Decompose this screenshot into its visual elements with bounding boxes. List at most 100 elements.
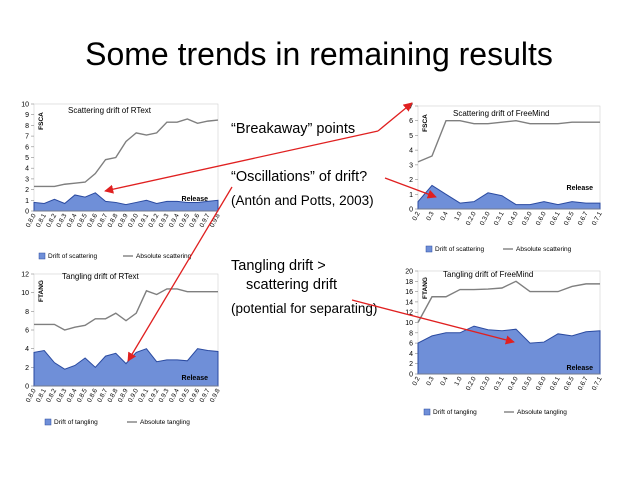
x-tick-label: 0.5.0 (521, 375, 534, 391)
release-annotation: Release (567, 185, 594, 192)
y-tick-label: 6 (409, 341, 413, 348)
y-tick-label: 4 (409, 351, 413, 358)
y-tick-label: 0 (409, 207, 413, 214)
legend-label-drift: Drift of tangling (54, 419, 98, 426)
y-tick-label: 4 (25, 166, 29, 173)
release-annotation: Release (182, 196, 209, 203)
y-axis-label: FTANG (422, 277, 429, 299)
y-tick-label: 5 (25, 155, 29, 162)
x-tick-label: 0.6.0 (535, 210, 548, 226)
note-tangling-line2: scattering drift (246, 277, 338, 293)
y-tick-label: 9 (25, 112, 29, 119)
y-tick-label: 10 (405, 320, 413, 327)
x-tick-label: 0.6.1 (549, 375, 562, 391)
y-tick-label: 2 (409, 177, 413, 184)
x-tick-label: 0.3.1 (493, 210, 506, 226)
x-tick-label: 0.4.0 (507, 375, 520, 391)
chart-title: Tangling drift of FreeMind (443, 270, 533, 279)
y-tick-label: 3 (25, 176, 29, 183)
y-tick-label: 4 (409, 148, 413, 155)
y-tick-label: 0 (25, 209, 29, 216)
y-tick-label: 8 (409, 330, 413, 337)
y-tick-label: 1 (25, 198, 29, 205)
note-citation: (Antón and Potts, 2003) (231, 193, 374, 208)
y-tick-label: 2 (25, 187, 29, 194)
x-tick-label: 0.6.5 (563, 375, 576, 391)
x-tick-label: 0.7.1 (591, 210, 604, 226)
x-tick-label: 0.2 (411, 210, 422, 222)
y-tick-label: 8 (25, 123, 29, 130)
y-tick-label: 6 (25, 328, 29, 335)
note-breakaway: “Breakaway” points (231, 121, 356, 137)
chart-title: Scattering drift of RText (68, 106, 152, 115)
y-tick-label: 0 (409, 372, 413, 379)
y-axis-label: FSCA (38, 112, 45, 130)
y-axis-label: FTANG (38, 280, 45, 302)
x-tick-label: 0.5.0 (521, 210, 534, 226)
y-tick-label: 16 (405, 289, 413, 296)
y-tick-label: 10 (21, 102, 29, 109)
y-tick-label: 20 (405, 269, 413, 276)
legend-label-absolute: Absolute tangling (140, 419, 190, 426)
y-tick-label: 4 (25, 346, 29, 353)
note-oscillations: “Oscillations” of drift? (231, 169, 368, 185)
legend-label-drift: Drift of tangling (433, 409, 477, 416)
y-tick-label: 2 (25, 365, 29, 372)
x-tick-label: 0.3 (425, 375, 436, 387)
x-tick-label: 0.3.0 (479, 210, 492, 226)
y-tick-label: 1 (409, 192, 413, 199)
chart-title: Scattering drift of FreeMind (453, 109, 549, 118)
x-tick-label: 0.9.8 (209, 387, 222, 403)
x-tick-label: 1.0 (453, 375, 464, 387)
y-tick-label: 7 (409, 104, 413, 111)
y-tick-label: 12 (21, 272, 29, 279)
chart-scattering-rtext: 012345678910FSCA0.8.00.8.10.8.20.8.30.8.… (21, 102, 222, 261)
plot-area (417, 105, 601, 210)
y-tick-label: 6 (409, 118, 413, 125)
x-tick-label: 0.3 (425, 210, 436, 222)
series-area-drift (417, 184, 601, 210)
x-tick-label: 0.2.0 (465, 375, 478, 391)
x-tick-label: 0.9.8 (209, 212, 222, 228)
series-line-absolute (417, 280, 600, 323)
y-tick-label: 14 (405, 299, 413, 306)
x-tick-label: 0.4.0 (507, 210, 520, 226)
series-line-absolute (417, 120, 600, 163)
x-tick-label: 0.2 (411, 375, 422, 387)
x-tick-label: 0.6.0 (535, 375, 548, 391)
release-annotation: Release (567, 365, 594, 372)
legend-swatch-drift (44, 418, 52, 426)
y-tick-label: 0 (25, 384, 29, 391)
y-tick-label: 2 (409, 361, 413, 368)
y-axis-label: FSCA (422, 114, 429, 132)
chart-tangling-rtext: 024681012FTANG0.8.00.8.10.8.20.8.30.8.40… (21, 272, 222, 427)
x-tick-label: 0.6.7 (577, 210, 590, 226)
legend-label-absolute: Absolute tangling (517, 409, 567, 416)
y-tick-label: 6 (25, 144, 29, 151)
slide-title: Some trends in remaining results (85, 36, 553, 72)
x-tick-label: 0.3.0 (479, 375, 492, 391)
x-tick-label: 0.6.7 (577, 375, 590, 391)
y-tick-label: 8 (25, 309, 29, 316)
legend-label-drift: Drift of scattering (435, 246, 485, 253)
legend-swatch-drift (38, 252, 46, 260)
x-tick-label: 0.7.1 (591, 375, 604, 391)
legend-label-absolute: Absolute scattering (516, 246, 572, 253)
y-tick-label: 7 (25, 134, 29, 141)
y-tick-label: 10 (21, 290, 29, 297)
x-tick-label: 0.3.1 (493, 375, 506, 391)
x-tick-label: 0.2.0 (465, 210, 478, 226)
y-tick-label: 18 (405, 279, 413, 286)
x-tick-label: 0.6.1 (549, 210, 562, 226)
note-potential: (potential for separating) (231, 301, 378, 316)
x-tick-label: 1.0 (453, 210, 464, 222)
legend-swatch-drift (423, 408, 431, 416)
y-tick-label: 12 (405, 310, 413, 317)
chart-title: Tangling drift of RText (62, 272, 140, 281)
legend-label-absolute: Absolute scattering (136, 253, 192, 260)
x-tick-label: 0.6.5 (563, 210, 576, 226)
legend-swatch-drift (425, 245, 433, 253)
x-tick-label: 0.4 (439, 210, 450, 222)
